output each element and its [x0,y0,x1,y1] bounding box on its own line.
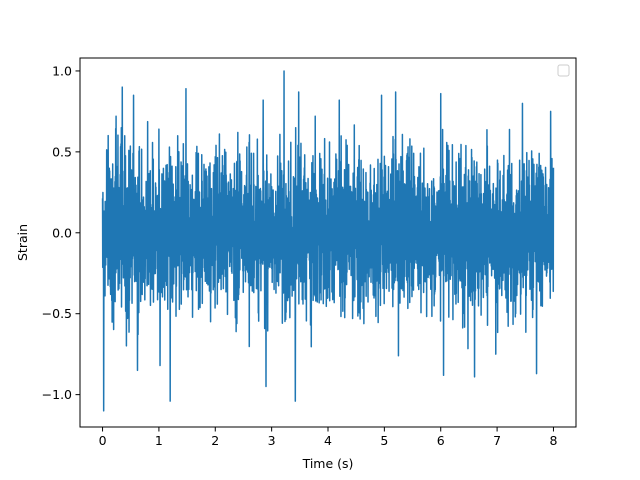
y-axis-label: Strain [15,224,30,261]
x-tick-label: 6 [437,433,445,448]
x-tick-label: 0 [99,433,107,448]
legend-box [557,64,570,77]
y-tick-label: −0.5 [42,306,72,321]
y-tick-label: 1.0 [52,63,72,78]
strain-series-line [101,70,555,412]
series-layer [101,70,555,412]
x-axis-label: Time (s) [302,456,354,471]
y-tick-label: −1.0 [42,387,72,402]
x-tick-label: 8 [549,433,557,448]
x-tick-label: 5 [380,433,388,448]
x-tick-label: 2 [211,433,219,448]
x-tick-label: 7 [493,433,501,448]
x-axis-ticks: 0 1 2 3 4 5 6 7 8 [99,427,557,448]
x-tick-label: 1 [155,433,163,448]
y-tick-label: 0.0 [52,225,72,240]
y-axis-ticks: −1.0 −0.5 0.0 0.5 1.0 [42,63,80,402]
x-tick-label: 4 [324,433,332,448]
x-tick-label: 3 [268,433,276,448]
y-tick-label: 0.5 [52,144,72,159]
